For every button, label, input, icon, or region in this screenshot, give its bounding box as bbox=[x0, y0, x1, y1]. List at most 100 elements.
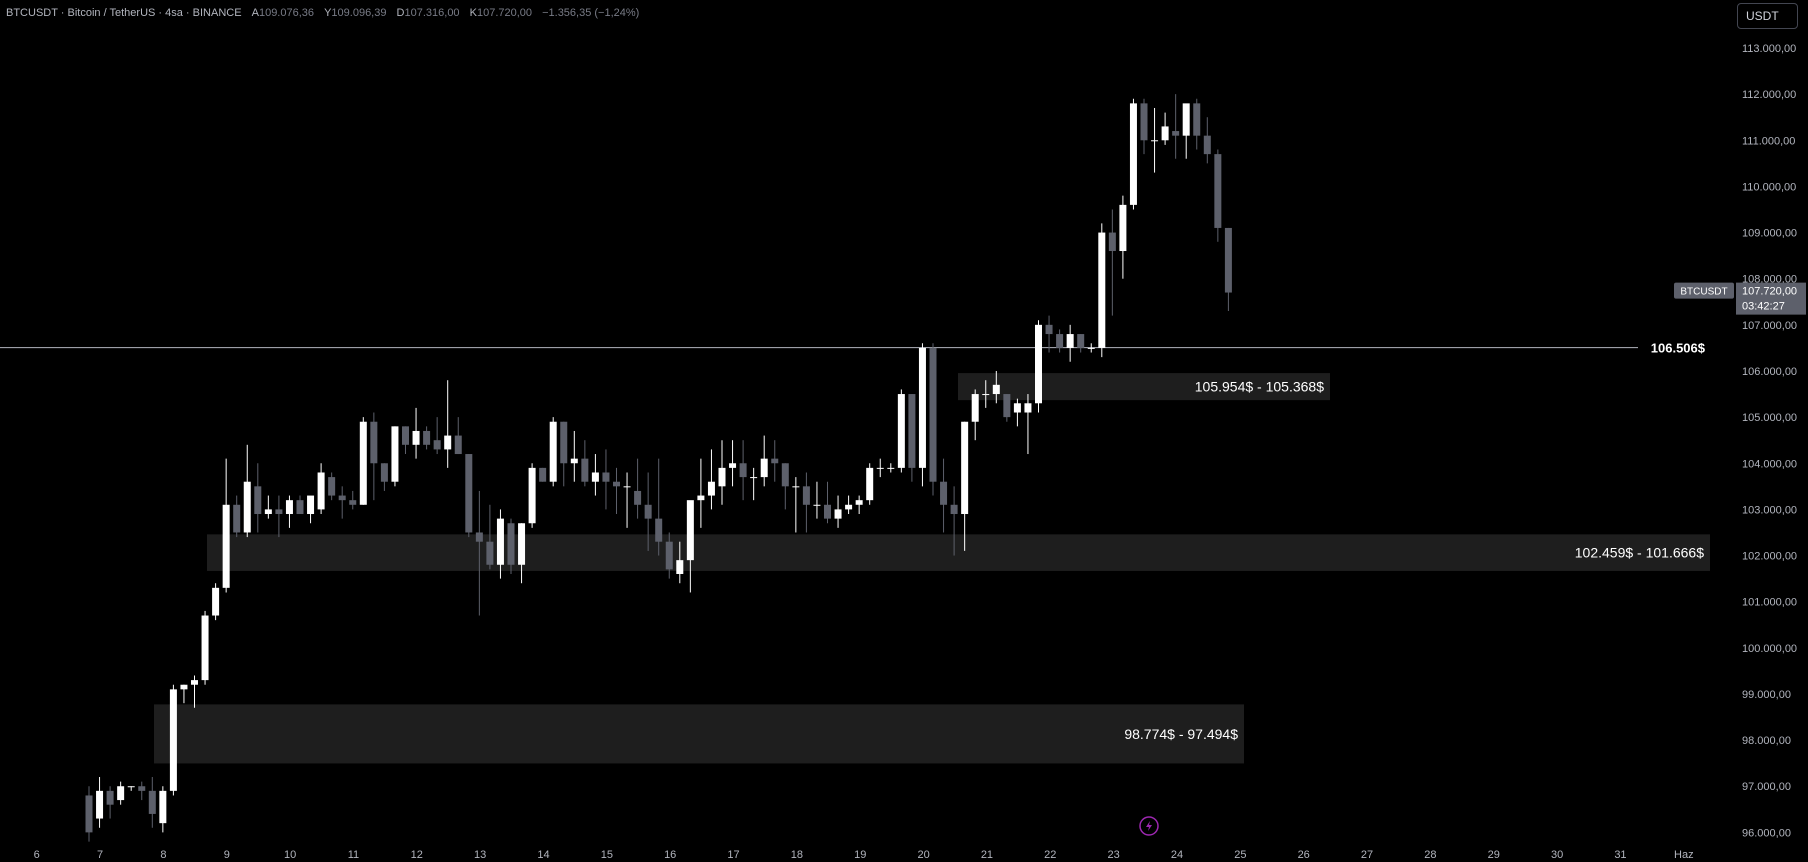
candle bbox=[444, 380, 452, 468]
candle-body bbox=[613, 481, 620, 487]
time-tick-label: 27 bbox=[1361, 849, 1373, 861]
candle-body bbox=[486, 541, 494, 565]
time-tick-label: 28 bbox=[1424, 849, 1436, 861]
candle bbox=[676, 541, 684, 584]
candle-body bbox=[581, 458, 589, 482]
candle-body bbox=[1224, 227, 1232, 293]
candle bbox=[591, 454, 599, 496]
candle-body bbox=[549, 421, 557, 482]
symbol-title[interactable]: BTCUSDT · Bitcoin / TetherUS · 4sa · BIN… bbox=[6, 7, 242, 19]
time-tick-label: 7 bbox=[97, 849, 103, 861]
candle-body bbox=[802, 486, 810, 505]
candle-body bbox=[1193, 103, 1201, 136]
change-value: −1.356,35 (−1,24%) bbox=[542, 7, 640, 19]
candle bbox=[496, 509, 504, 579]
price-tick-label: 105.000,00 bbox=[1742, 412, 1797, 424]
candle bbox=[518, 523, 526, 584]
candle bbox=[992, 370, 1000, 404]
time-tick-label: 11 bbox=[348, 849, 359, 861]
candle-body bbox=[1013, 403, 1021, 413]
candle bbox=[1056, 329, 1064, 353]
candle bbox=[982, 380, 990, 408]
candle-body bbox=[813, 504, 821, 506]
candle bbox=[560, 421, 568, 487]
candle-body bbox=[380, 463, 388, 482]
candle bbox=[845, 495, 853, 515]
price-tag-bg bbox=[1736, 282, 1806, 315]
price-zone bbox=[958, 373, 1330, 401]
time-tick-label: 22 bbox=[1044, 849, 1056, 861]
low-value: 107.316,00 bbox=[404, 7, 460, 19]
candle bbox=[1108, 209, 1116, 316]
time-tick-label: 23 bbox=[1108, 849, 1120, 861]
candle bbox=[1024, 394, 1032, 455]
candle-body bbox=[570, 458, 578, 464]
price-zone bbox=[154, 704, 1244, 764]
candle-body bbox=[191, 680, 198, 685]
candle bbox=[950, 486, 958, 556]
candle-body bbox=[845, 504, 853, 510]
candle bbox=[349, 490, 357, 510]
candle-body bbox=[528, 467, 536, 524]
candle-body bbox=[1108, 232, 1116, 252]
candle bbox=[781, 463, 789, 510]
candle bbox=[338, 486, 346, 519]
candle-body bbox=[222, 504, 230, 588]
candle-body bbox=[634, 490, 642, 505]
price-tick-label: 99.000,00 bbox=[1742, 689, 1791, 701]
candle bbox=[602, 449, 610, 510]
price-axis[interactable]: 113.000,00 112.000,00 111.000,00 110.000,00… bbox=[1742, 43, 1797, 839]
level-label: 106.506$ bbox=[1651, 341, 1706, 356]
time-tick-label: 8 bbox=[160, 849, 166, 861]
time-tick-label: 24 bbox=[1171, 849, 1183, 861]
candle-body bbox=[1077, 334, 1085, 348]
candle-body bbox=[792, 486, 800, 488]
time-axis[interactable]: 6 7 8 9 10 11 12 13 14 15 16 17 18 19 20 21 22 23 24 25 26 27… bbox=[34, 849, 1694, 861]
candle-body bbox=[454, 435, 462, 455]
candle bbox=[433, 417, 441, 455]
candle-body bbox=[275, 509, 283, 515]
candle-body bbox=[180, 684, 188, 690]
candle bbox=[581, 440, 589, 487]
candle-body bbox=[781, 463, 789, 487]
currency-button[interactable]: USDT bbox=[1737, 3, 1798, 29]
zone-label: 105.954$ - 105.368$ bbox=[1195, 379, 1324, 395]
candle-body bbox=[317, 472, 325, 510]
candle-body bbox=[1003, 394, 1011, 418]
price-tick-label: 97.000,00 bbox=[1742, 781, 1791, 793]
candle-body bbox=[212, 587, 220, 616]
candle-body bbox=[1024, 403, 1032, 413]
candle-body bbox=[929, 347, 937, 482]
candle bbox=[824, 481, 831, 524]
candle-body bbox=[961, 421, 969, 515]
close-label: K bbox=[469, 7, 477, 19]
candle bbox=[254, 463, 262, 533]
candle bbox=[106, 786, 114, 819]
candle bbox=[1182, 103, 1190, 159]
time-tick-label: 21 bbox=[981, 849, 993, 861]
candle bbox=[117, 781, 125, 805]
candle-body bbox=[359, 421, 367, 505]
flash-icon[interactable] bbox=[1139, 816, 1159, 836]
candle-body bbox=[971, 394, 979, 422]
horizontal-level-line[interactable]: 106.506$ bbox=[0, 341, 1706, 356]
candle bbox=[792, 477, 800, 533]
candle bbox=[285, 495, 293, 528]
candle bbox=[549, 417, 557, 487]
candle-body bbox=[423, 430, 431, 445]
price-tick-label: 101.000,00 bbox=[1742, 597, 1797, 609]
open-label: A bbox=[251, 7, 259, 19]
candle bbox=[750, 467, 758, 501]
candle bbox=[201, 610, 209, 685]
candle bbox=[486, 504, 494, 570]
time-tick-label: 20 bbox=[917, 849, 929, 861]
candle bbox=[1077, 334, 1085, 353]
candle bbox=[1140, 98, 1148, 155]
candle-body bbox=[718, 467, 726, 487]
candle bbox=[359, 417, 367, 505]
candle bbox=[243, 444, 251, 538]
candle bbox=[148, 777, 156, 828]
candle-body bbox=[992, 384, 1000, 395]
candle bbox=[1066, 324, 1074, 362]
